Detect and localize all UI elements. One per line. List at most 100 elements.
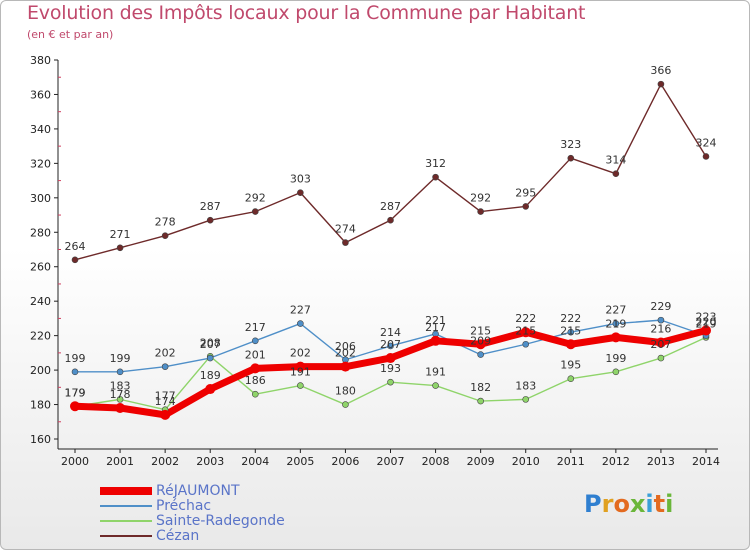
data-point (477, 208, 484, 215)
x-tick-label: 2001 (106, 455, 134, 468)
data-label: 207 (650, 338, 671, 351)
legend-swatch (100, 535, 152, 537)
y-tick-label: 380 (30, 54, 51, 67)
data-label: 202 (335, 347, 356, 360)
logo-letter: P (584, 490, 602, 518)
data-label: 222 (560, 312, 581, 325)
data-point (340, 361, 351, 372)
data-label: 206 (335, 340, 356, 353)
x-tick-label: 2000 (61, 455, 89, 468)
y-tick-label: 160 (30, 433, 51, 446)
data-label: 209 (470, 335, 491, 348)
data-point (251, 208, 259, 215)
data-label: 220 (696, 316, 717, 329)
data-label: 229 (650, 300, 671, 313)
data-point (567, 154, 575, 162)
data-point (701, 325, 711, 336)
y-tick-label: 360 (30, 88, 51, 101)
data-point (297, 382, 304, 389)
data-label: 292 (245, 192, 266, 205)
x-tick-label: 2005 (286, 455, 314, 468)
data-point (251, 390, 259, 398)
data-label: 287 (200, 200, 221, 213)
data-label: 177 (155, 390, 176, 403)
x-tick-label: 2009 (467, 455, 495, 468)
data-point (477, 397, 484, 405)
data-label: 227 (605, 304, 626, 317)
x-tick-label: 2002 (151, 455, 179, 468)
y-tick-label: 340 (30, 123, 51, 136)
data-label: 216 (650, 323, 671, 336)
data-label: 292 (470, 192, 491, 205)
data-label: 193 (380, 362, 401, 375)
data-point (387, 216, 394, 224)
data-label: 264 (65, 240, 86, 253)
data-label: 186 (245, 374, 266, 387)
data-label: 182 (470, 381, 491, 394)
data-label: 179 (65, 386, 86, 399)
data-point (251, 337, 259, 345)
data-point (565, 339, 576, 350)
data-label: 287 (380, 200, 401, 213)
data-label: 295 (515, 186, 536, 199)
data-point (657, 316, 665, 324)
data-label: 215 (515, 324, 536, 337)
x-tick-label: 2008 (422, 455, 450, 468)
data-label: 195 (560, 359, 581, 372)
x-tick-label: 2004 (241, 455, 269, 468)
logo-letter: i (665, 490, 674, 518)
data-point (297, 320, 304, 327)
data-point (160, 409, 171, 420)
x-tick-label: 2006 (331, 455, 359, 468)
data-label: 303 (290, 173, 311, 186)
data-label: 183 (110, 379, 131, 392)
data-point (387, 342, 394, 350)
chart-subtitle: (en € et par an) (27, 28, 114, 41)
data-point (385, 353, 396, 364)
data-label: 271 (110, 228, 131, 241)
data-point (702, 153, 710, 160)
y-tick-label: 180 (30, 399, 51, 412)
data-label: 222 (515, 312, 536, 325)
data-label: 207 (200, 338, 221, 351)
y-tick-label: 300 (30, 192, 51, 205)
data-point (432, 382, 439, 389)
proxiti-logo: Proxiti (584, 490, 673, 518)
data-label: 202 (155, 347, 176, 360)
data-label: 199 (605, 352, 626, 365)
data-label: 223 (696, 310, 717, 323)
legend-label: Sainte-Radegonde (156, 513, 285, 529)
series-line (74, 83, 707, 261)
legend-swatch (100, 520, 152, 522)
data-point (477, 351, 484, 358)
data-point (567, 328, 575, 336)
data-point (475, 339, 486, 350)
data-point (387, 378, 394, 386)
y-tick-label: 280 (30, 226, 51, 239)
data-point (342, 239, 349, 246)
legend-swatch (100, 487, 152, 495)
data-label: 189 (200, 369, 221, 382)
legend-label: Préchac (156, 498, 212, 514)
data-point (520, 327, 531, 338)
data-label: 183 (515, 379, 536, 392)
data-label: 199 (65, 352, 86, 365)
data-point (610, 332, 621, 343)
x-tick-label: 2003 (196, 455, 224, 468)
data-label: 312 (425, 157, 446, 170)
logo-letter: t (653, 490, 666, 518)
data-label: 174 (155, 395, 176, 408)
data-label: 178 (110, 388, 131, 401)
data-label: 191 (425, 366, 446, 379)
legend-swatch (100, 505, 152, 507)
data-label: 202 (290, 347, 311, 360)
x-tick-label: 2014 (692, 455, 720, 468)
data-point (206, 354, 214, 362)
data-label: 274 (335, 223, 356, 236)
data-label: 199 (110, 352, 131, 365)
data-point (430, 335, 441, 346)
data-label: 214 (380, 326, 401, 339)
data-label: 219 (605, 317, 626, 330)
data-point (116, 368, 124, 376)
